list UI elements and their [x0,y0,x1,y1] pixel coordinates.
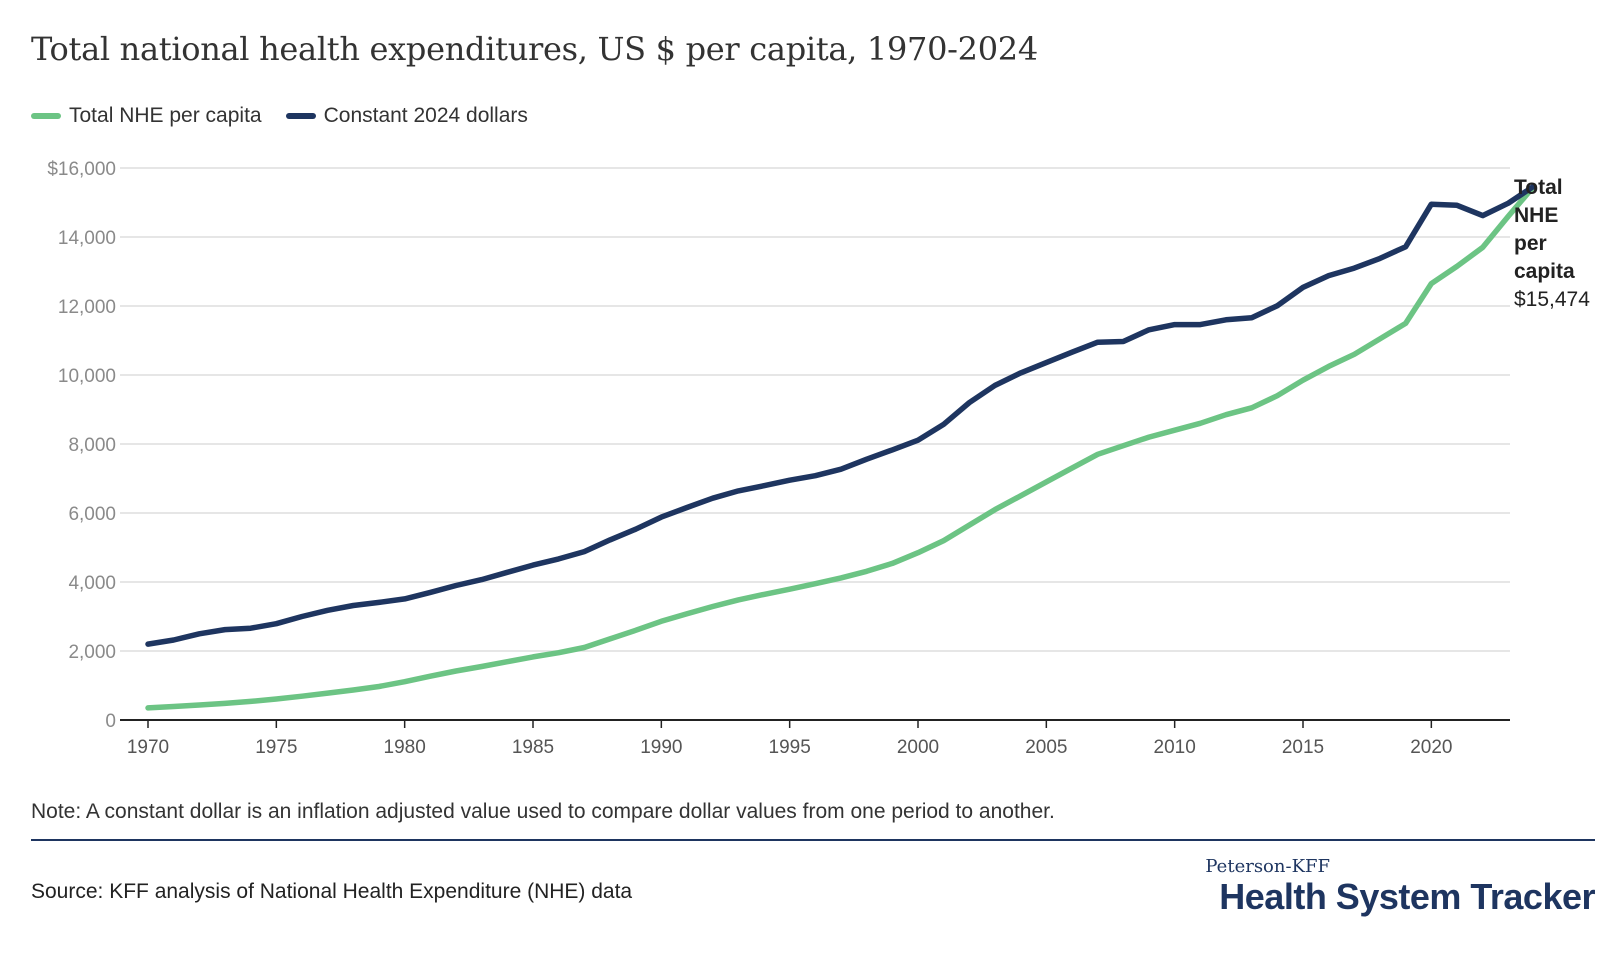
y-tick-label: 8,000 [68,435,116,456]
x-tick-label: 2000 [897,737,939,758]
y-tick-label: 4,000 [68,573,116,594]
brand-subtitle: Peterson-KFF [1205,856,1330,877]
end-label-value: $15,474 [1514,288,1590,311]
y-tick-label: $16,000 [47,159,116,180]
y-tick-label: 0 [105,711,116,732]
legend-label-total-nhe: Total NHE per capita [69,104,262,127]
x-tick-label: 1990 [640,737,682,758]
legend-swatch-total-nhe [31,113,61,119]
legend-item-total-nhe: Total NHE per capita [31,104,262,128]
chart-source: Source: KFF analysis of National Health … [31,880,633,903]
legend: Total NHE per capita Constant 2024 dolla… [31,104,528,128]
chart-title: Total national health expenditures, US $… [31,30,1038,68]
x-tick-label: 2015 [1282,737,1324,758]
end-label-line: NHE [1514,204,1559,227]
y-tick-label: 12,000 [58,297,116,318]
x-tick-label: 1970 [127,737,169,758]
end-label-line: capita [1514,260,1575,283]
divider [31,839,1595,841]
brand-logo-text: Health System Tracker [1219,876,1595,917]
series-line-total-nhe [145,183,1537,711]
legend-label-constant-dollars: Constant 2024 dollars [323,104,528,127]
y-tick-label: 10,000 [58,366,116,387]
x-tick-label: 1980 [384,737,426,758]
y-tick-label: 14,000 [58,228,116,249]
y-tick-label: 6,000 [68,504,116,525]
legend-item-constant-dollars: Constant 2024 dollars [285,104,528,128]
y-tick-label: 2,000 [68,642,116,663]
series-line-constant-dollars [145,183,1537,647]
end-label-line: Total [1514,176,1563,199]
end-label-line: per [1514,232,1547,255]
legend-swatch-constant-dollars [285,113,316,119]
x-tick-label: 2020 [1410,737,1452,758]
chart-note: Note: A constant dollar is an inflation … [31,800,1055,823]
x-tick-label: 2010 [1154,737,1196,758]
x-tick-label: 1995 [769,737,811,758]
end-label: Total NHE per capita $15,474 [1514,174,1590,314]
x-tick-label: 1975 [255,737,297,758]
x-tick-label: 2005 [1025,737,1067,758]
x-tick-label: 1985 [512,737,554,758]
